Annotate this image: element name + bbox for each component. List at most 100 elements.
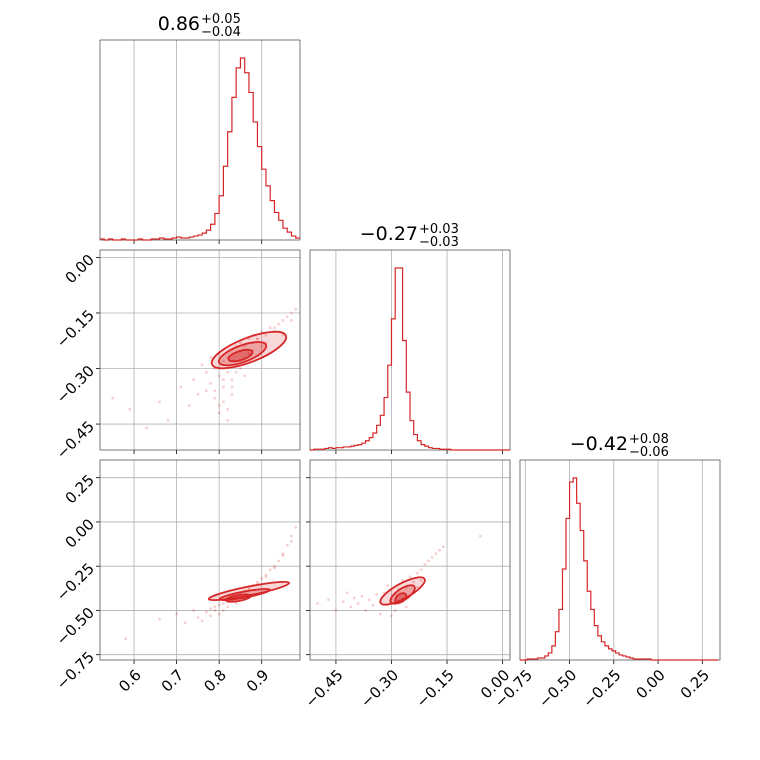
p1_vs_p0-point <box>128 407 132 411</box>
title-p2-median: −0.42 <box>570 433 628 455</box>
p1_vs_p0-contour-middle <box>217 341 268 367</box>
hist-p0-step-line <box>100 57 300 241</box>
p2_vs_p1-point <box>353 596 356 600</box>
title-p1-median: −0.27 <box>360 223 418 245</box>
p1_vs_p0-point <box>239 341 242 344</box>
p2_vs_p0-point <box>213 605 217 609</box>
p1_vs_p0-point <box>226 370 230 374</box>
p2p1-frame <box>309 459 511 661</box>
p1_vs_p0-point <box>226 407 230 411</box>
p1_vs_p0-point <box>222 385 225 389</box>
p2_vs_p0-point <box>273 566 276 570</box>
title-p2-plus: +0.08 <box>629 432 669 447</box>
p2_vs_p1-point <box>423 563 427 566</box>
p1_vs_p0-point <box>179 385 183 389</box>
p1_vs_p0-point <box>264 333 268 337</box>
p1_vs_p0-point <box>204 389 208 393</box>
p1_vs_p0-point <box>281 333 285 337</box>
p2_vs_p0-point <box>196 616 200 619</box>
p1_vs_p0-point <box>209 356 213 359</box>
p2_vs_p0-point <box>281 552 285 556</box>
p2_vs_p0-point <box>268 568 272 572</box>
panel-p1-histogram <box>309 249 511 454</box>
p1_vs_p0-point <box>213 389 217 393</box>
p2_vs_p1-point <box>419 578 423 582</box>
p2_vs_p0-point <box>290 540 293 543</box>
p2_vs_p1-point <box>416 571 419 575</box>
p2_vs_p0-point <box>226 605 230 609</box>
p1_vs_p0-point <box>145 426 149 430</box>
p2_vs_p0-point <box>222 609 225 612</box>
title-p1-minus: −0.03 <box>419 235 459 250</box>
p1_vs_p0-contour-inner <box>227 348 254 363</box>
p1_vs_p0-point <box>217 404 221 407</box>
p1_vs_p0-point <box>260 344 264 348</box>
panel-p2-vs-p1 <box>306 459 511 664</box>
p1_vs_p0-point <box>200 363 204 367</box>
p1_vs_p0-point <box>204 370 208 374</box>
p2_vs_p1-point <box>349 605 353 609</box>
p2_vs_p0-point <box>222 601 225 605</box>
p2p0-frame <box>99 459 301 661</box>
p1_vs_p0-point <box>277 322 281 326</box>
panel-p0-histogram <box>99 39 301 244</box>
p2_vs_p1-point <box>378 612 382 616</box>
p1_vs_p0-point <box>268 326 272 330</box>
p2_vs_p1-point <box>334 609 338 612</box>
p1_vs_p0-point <box>226 418 230 422</box>
p2_vs_p0-point <box>277 559 281 563</box>
p2_vs_p1-point <box>393 609 397 612</box>
p2_vs_p0-point <box>285 543 289 547</box>
p1_vs_p0-point <box>260 330 264 333</box>
p2_vs_p0-point <box>294 525 298 529</box>
p2_vs_p0-point <box>175 612 178 616</box>
p2_vs_p1-point <box>404 605 408 609</box>
p2_vs_p1-point <box>390 614 393 618</box>
hist-p1-frame <box>309 249 511 451</box>
hist-p0-frame <box>99 39 301 241</box>
p1_vs_p0-point <box>209 381 213 385</box>
p2_vs_p1-point <box>401 578 404 582</box>
hist-p2-frame <box>519 459 721 661</box>
p1_vs_p0-point <box>158 400 161 404</box>
title-p0-plus: +0.05 <box>201 12 241 27</box>
p1_vs_p0-point <box>247 352 251 356</box>
p2_vs_p0-point <box>290 534 293 538</box>
title-p1-plus: +0.03 <box>419 222 459 237</box>
p2_vs_p1-point <box>327 598 330 602</box>
hist-p2-step-line <box>520 477 719 661</box>
p1_vs_p0-point <box>256 337 259 341</box>
p1_vs_p0-point <box>290 318 293 322</box>
p1_vs_p0-point <box>213 396 217 400</box>
p1_vs_p0-point <box>256 337 259 341</box>
p1_vs_p0-point <box>243 344 247 348</box>
panel-p1-vs-p0 <box>96 249 301 454</box>
p1_vs_p0-point <box>222 400 225 404</box>
panel-p2-histogram <box>519 459 721 664</box>
p2_vs_p0-point <box>124 637 127 641</box>
p2_vs_p0-point <box>209 614 213 618</box>
p1p0-frame <box>99 249 301 451</box>
p2_vs_p1-point <box>434 552 438 556</box>
p2_vs_p1-point <box>367 598 371 602</box>
p1_vs_p0-point <box>239 367 242 370</box>
p1_vs_p0-point <box>217 411 221 415</box>
p2_vs_p1-point <box>412 580 416 584</box>
title-p0-minus: −0.04 <box>201 25 241 40</box>
p2_vs_p1-point <box>478 534 482 538</box>
p1_vs_p0-point <box>196 393 200 396</box>
p2_vs_p0-point <box>281 554 285 557</box>
p2_vs_p0-point <box>273 564 276 568</box>
p1_vs_p0-point <box>230 393 234 396</box>
p2_vs_p1-point <box>341 600 345 603</box>
p2_vs_p0-point <box>260 577 264 580</box>
p1_vs_p0-point <box>285 315 289 319</box>
p2_vs_p1-point <box>371 603 375 607</box>
p2_vs_p1-point <box>441 545 445 549</box>
p2_vs_p1-point <box>416 586 419 589</box>
p2_vs_p1-point <box>375 593 379 596</box>
p1_vs_p0-point <box>166 418 170 422</box>
p2_vs_p1-point <box>438 548 442 552</box>
